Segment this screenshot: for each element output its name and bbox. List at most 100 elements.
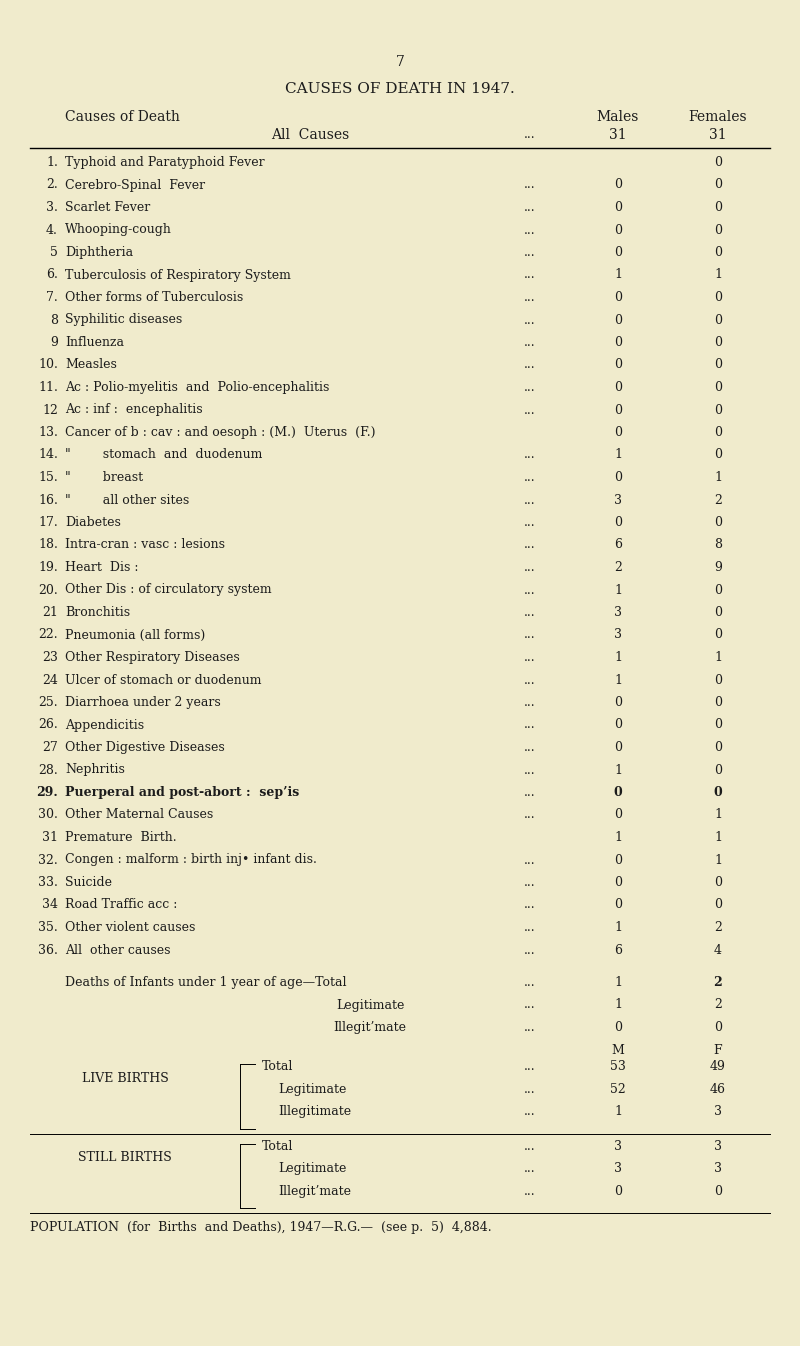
Text: 0: 0 [614, 1184, 622, 1198]
Text: "        breast: " breast [65, 471, 143, 485]
Text: LIVE BIRTHS: LIVE BIRTHS [82, 1071, 168, 1085]
Text: Legitimate: Legitimate [278, 1163, 346, 1175]
Text: Cerebro-Spinal  Fever: Cerebro-Spinal Fever [65, 179, 205, 191]
Text: 0: 0 [614, 853, 622, 867]
Text: ...: ... [524, 876, 536, 888]
Text: 0: 0 [614, 358, 622, 371]
Text: M: M [611, 1043, 625, 1057]
Text: 10.: 10. [38, 358, 58, 371]
Text: 0: 0 [714, 742, 722, 754]
Text: 0: 0 [614, 786, 622, 800]
Text: 3: 3 [614, 606, 622, 619]
Text: Other Digestive Diseases: Other Digestive Diseases [65, 742, 225, 754]
Text: Road Traffic acc :: Road Traffic acc : [65, 899, 178, 911]
Text: ...: ... [524, 763, 536, 777]
Text: 29.: 29. [36, 786, 58, 800]
Text: 0: 0 [614, 425, 622, 439]
Text: 49: 49 [710, 1061, 726, 1073]
Text: 0: 0 [614, 471, 622, 485]
Text: 0: 0 [714, 763, 722, 777]
Text: Ulcer of stomach or duodenum: Ulcer of stomach or duodenum [65, 673, 262, 686]
Text: Illegitimate: Illegitimate [278, 1105, 351, 1119]
Text: 36.: 36. [38, 944, 58, 957]
Text: ...: ... [524, 538, 536, 552]
Text: 14.: 14. [38, 448, 58, 462]
Text: 32.: 32. [38, 853, 58, 867]
Text: 11.: 11. [38, 381, 58, 394]
Text: Pneumonia (all forms): Pneumonia (all forms) [65, 629, 206, 642]
Text: 0: 0 [614, 179, 622, 191]
Text: 1: 1 [614, 921, 622, 934]
Text: ...: ... [524, 1022, 536, 1034]
Text: Males: Males [597, 110, 639, 124]
Text: ...: ... [524, 1184, 536, 1198]
Text: 0: 0 [714, 381, 722, 394]
Text: ...: ... [524, 291, 536, 304]
Text: 27: 27 [42, 742, 58, 754]
Text: 1: 1 [714, 830, 722, 844]
Text: 0: 0 [714, 516, 722, 529]
Text: ...: ... [524, 651, 536, 664]
Text: Measles: Measles [65, 358, 117, 371]
Text: 16.: 16. [38, 494, 58, 506]
Text: ...: ... [524, 1163, 536, 1175]
Text: Legitimate: Legitimate [278, 1084, 346, 1096]
Text: Influenza: Influenza [65, 336, 124, 349]
Text: 8: 8 [50, 314, 58, 327]
Text: 8: 8 [714, 538, 722, 552]
Text: 0: 0 [714, 314, 722, 327]
Text: ...: ... [524, 516, 536, 529]
Text: 0: 0 [714, 201, 722, 214]
Text: F: F [714, 1043, 722, 1057]
Text: ...: ... [524, 696, 536, 709]
Text: 3: 3 [614, 1163, 622, 1175]
Text: ...: ... [524, 404, 536, 416]
Text: ...: ... [524, 336, 536, 349]
Text: Deaths of Infants under 1 year of age—Total: Deaths of Infants under 1 year of age—To… [65, 976, 346, 989]
Text: 18.: 18. [38, 538, 58, 552]
Text: 0: 0 [714, 606, 722, 619]
Text: 22.: 22. [38, 629, 58, 642]
Text: 1: 1 [614, 830, 622, 844]
Text: 6: 6 [614, 944, 622, 957]
Text: Illegit’mate: Illegit’mate [278, 1184, 351, 1198]
Text: 24: 24 [42, 673, 58, 686]
Text: 0: 0 [614, 291, 622, 304]
Text: 0: 0 [614, 1022, 622, 1034]
Text: 1.: 1. [46, 156, 58, 170]
Text: 1: 1 [714, 809, 722, 821]
Text: ...: ... [524, 471, 536, 485]
Text: 0: 0 [714, 358, 722, 371]
Text: Other violent causes: Other violent causes [65, 921, 195, 934]
Text: ...: ... [524, 246, 536, 258]
Text: ...: ... [524, 606, 536, 619]
Text: Ac : Polio-myelitis  and  Polio-encephalitis: Ac : Polio-myelitis and Polio-encephalit… [65, 381, 330, 394]
Text: 3: 3 [614, 629, 622, 642]
Text: 0: 0 [714, 1022, 722, 1034]
Text: Heart  Dis :: Heart Dis : [65, 561, 138, 573]
Text: 25.: 25. [38, 696, 58, 709]
Text: 0: 0 [714, 425, 722, 439]
Text: 0: 0 [714, 291, 722, 304]
Text: ...: ... [524, 179, 536, 191]
Text: ...: ... [524, 742, 536, 754]
Text: ...: ... [524, 314, 536, 327]
Text: 6: 6 [614, 538, 622, 552]
Text: 0: 0 [714, 719, 722, 731]
Text: 0: 0 [614, 696, 622, 709]
Text: Causes of Death: Causes of Death [65, 110, 180, 124]
Text: Diabetes: Diabetes [65, 516, 121, 529]
Text: STILL BIRTHS: STILL BIRTHS [78, 1151, 172, 1164]
Text: "        stomach  and  duodenum: " stomach and duodenum [65, 448, 262, 462]
Text: ...: ... [524, 494, 536, 506]
Text: Suicide: Suicide [65, 876, 112, 888]
Text: 0: 0 [714, 223, 722, 237]
Text: 46: 46 [710, 1084, 726, 1096]
Text: 1: 1 [714, 853, 722, 867]
Text: Illegit’mate: Illegit’mate [334, 1022, 406, 1034]
Text: "        all other sites: " all other sites [65, 494, 190, 506]
Text: 52: 52 [610, 1084, 626, 1096]
Text: Nephritis: Nephritis [65, 763, 125, 777]
Text: Cancer of b : cav : and oesoph : (M.)  Uterus  (F.): Cancer of b : cav : and oesoph : (M.) Ut… [65, 425, 375, 439]
Text: Bronchitis: Bronchitis [65, 606, 130, 619]
